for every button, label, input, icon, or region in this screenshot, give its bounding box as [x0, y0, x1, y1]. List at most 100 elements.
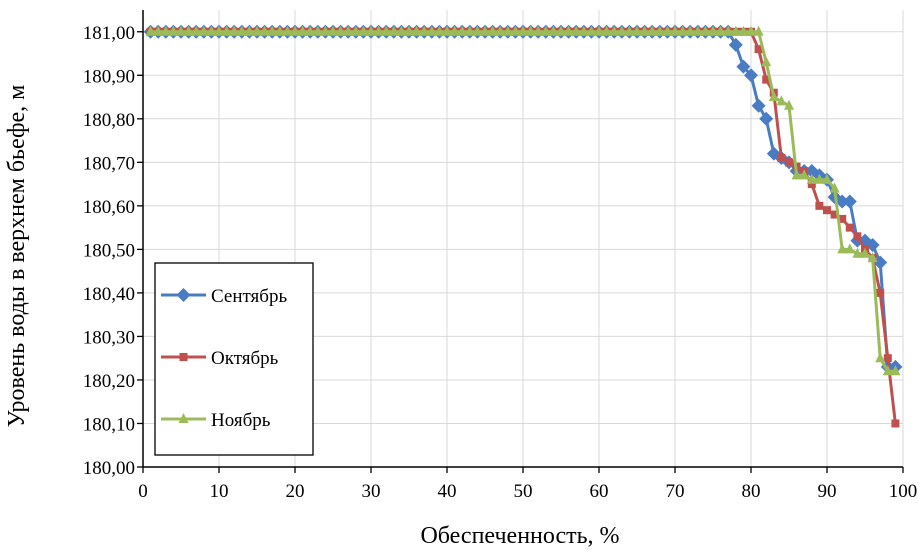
data-point-november: [396, 25, 407, 36]
y-tick-label: 180,20: [83, 371, 135, 392]
data-point-november: [685, 25, 696, 36]
y-tick-label: 180,10: [83, 414, 135, 435]
data-point-november: [229, 25, 240, 36]
data-point-november: [305, 25, 316, 36]
data-point-november: [236, 25, 247, 36]
data-point-november: [442, 25, 452, 36]
data-point-november: [768, 91, 779, 102]
data-point-november: [419, 25, 430, 36]
data-point-november: [875, 352, 886, 363]
data-point-november: [206, 25, 217, 36]
data-point-november: [426, 25, 437, 36]
y-tick-label: 180,50: [83, 240, 135, 261]
series-november: [145, 25, 901, 376]
data-point-november: [487, 25, 498, 36]
legend: Сентябрь Октябрь Ноябрь: [154, 262, 314, 456]
y-tick-label: 180,30: [83, 327, 135, 348]
x-tick-label: 60: [590, 481, 609, 502]
legend-label-november: Ноябрь: [211, 410, 271, 431]
data-point-november: [343, 25, 354, 36]
x-tick-label: 0: [138, 481, 148, 502]
data-point-november: [449, 25, 460, 36]
data-point-november: [692, 25, 703, 36]
data-point-november: [381, 25, 392, 36]
data-point-november: [388, 25, 399, 36]
data-point-october: [762, 75, 771, 84]
data-point-september: [873, 255, 888, 270]
data-point-november: [670, 25, 680, 36]
data-point-november: [738, 25, 749, 36]
series-group: [143, 24, 903, 428]
data-point-november: [434, 25, 445, 36]
legend-marker-october: [179, 353, 188, 361]
data-point-november: [852, 247, 863, 258]
y-tick-label: 180,80: [83, 110, 135, 131]
data-point-september: [759, 111, 774, 126]
data-point-november: [647, 25, 658, 36]
data-point-november: [259, 25, 270, 36]
data-point-november: [624, 25, 635, 36]
data-point-november: [472, 25, 483, 36]
data-point-november: [746, 25, 756, 36]
data-point-november: [518, 25, 528, 36]
data-point-november: [540, 25, 551, 36]
data-point-november: [495, 25, 506, 36]
data-point-november: [890, 365, 901, 376]
data-point-november: [791, 169, 802, 180]
data-point-november: [214, 25, 224, 36]
data-point-november: [411, 25, 422, 36]
data-point-november: [320, 25, 331, 36]
data-point-october: [876, 288, 885, 297]
data-point-november: [457, 25, 468, 36]
data-point-november: [510, 25, 521, 36]
legend-item-september: Сентябрь: [161, 286, 287, 307]
x-tick-label: 20: [286, 481, 305, 502]
data-point-november: [860, 247, 870, 258]
data-point-november: [198, 25, 209, 36]
x-tick-label: 70: [666, 481, 685, 502]
data-point-november: [328, 25, 338, 36]
x-tick-label: 30: [362, 481, 381, 502]
data-point-october: [754, 45, 763, 54]
data-point-september: [751, 98, 766, 113]
data-point-november: [176, 25, 186, 36]
data-point-november: [191, 25, 202, 36]
data-point-november: [586, 25, 597, 36]
data-point-november: [776, 95, 787, 106]
data-point-november: [715, 25, 726, 36]
data-point-november: [601, 25, 612, 36]
data-point-november: [882, 365, 893, 376]
data-point-november: [274, 25, 285, 36]
data-point-november: [677, 25, 688, 36]
y-tick-label: 180,60: [83, 197, 135, 218]
x-tick-label: 10: [210, 481, 229, 502]
data-point-november: [252, 25, 262, 36]
axes: [137, 10, 904, 473]
data-point-november: [244, 25, 255, 36]
data-point-november: [290, 25, 300, 36]
data-point-november: [814, 173, 825, 184]
data-point-november: [761, 56, 772, 67]
x-tick-label: 50: [514, 481, 533, 502]
data-point-november: [563, 25, 574, 36]
data-point-november: [160, 25, 171, 36]
data-point-november: [366, 25, 376, 36]
data-point-november: [700, 25, 711, 36]
data-point-november: [502, 25, 513, 36]
data-point-november: [753, 25, 764, 36]
data-point-november: [822, 173, 832, 184]
data-point-october: [815, 201, 824, 210]
legend-label-october: Октябрь: [211, 348, 279, 369]
data-point-november: [730, 25, 741, 36]
data-point-november: [708, 25, 718, 36]
data-point-november: [844, 243, 855, 254]
gridlines: [143, 10, 904, 467]
data-point-november: [282, 25, 293, 36]
data-point-november: [616, 25, 627, 36]
data-point-september: [736, 59, 751, 74]
legend-item-november: Ноябрь: [161, 410, 271, 431]
data-point-november: [571, 25, 582, 36]
data-point-november: [723, 25, 734, 36]
